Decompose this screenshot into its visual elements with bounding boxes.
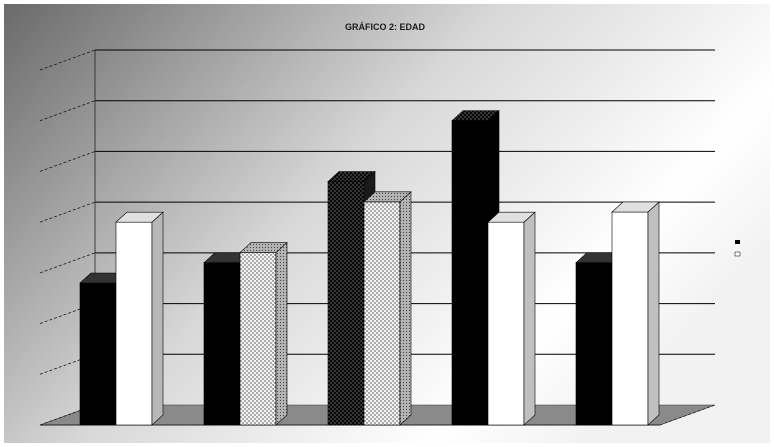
- bar-side: [523, 211, 536, 426]
- bar: [79, 282, 117, 426]
- bar: [363, 201, 401, 426]
- bar: [575, 262, 613, 426]
- bar-top: [239, 242, 288, 253]
- bar-side: [275, 241, 288, 426]
- bar: [611, 211, 649, 426]
- bar: [115, 221, 153, 426]
- bar: [239, 252, 277, 426]
- bar: [203, 262, 241, 426]
- bar-side: [399, 191, 412, 426]
- bar-top: [115, 211, 164, 223]
- bar: [327, 181, 365, 426]
- bar-side: [647, 201, 660, 426]
- bars: [79, 110, 660, 426]
- bar-top: [327, 171, 376, 182]
- bar-top: [487, 211, 536, 223]
- bar-side: [151, 211, 164, 426]
- bar-top: [611, 201, 660, 213]
- bar: [487, 221, 525, 426]
- legend-swatch-series-1: [735, 240, 740, 244]
- bar: [451, 120, 489, 426]
- bar-top: [451, 110, 500, 122]
- legend-swatch-series-2: [734, 251, 741, 257]
- bar-top: [363, 191, 412, 203]
- legend: [734, 240, 741, 257]
- chart-title: GRÁFICO 2: EDAD: [345, 22, 426, 32]
